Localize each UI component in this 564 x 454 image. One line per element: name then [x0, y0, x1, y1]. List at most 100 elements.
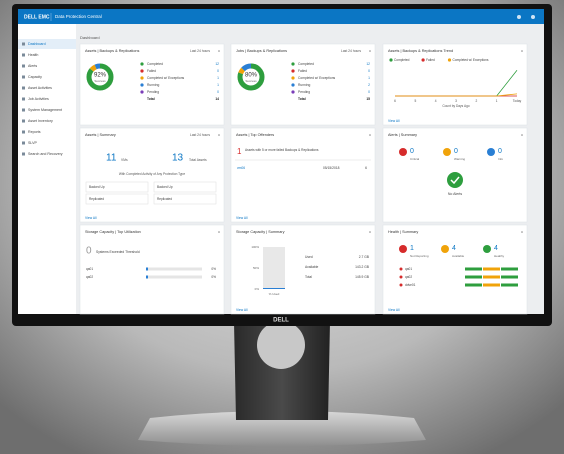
- nav-item[interactable]: Dashboard: [28, 42, 46, 46]
- asset-label: Total Assets: [189, 158, 207, 162]
- legend-dot: [140, 62, 144, 66]
- health-icon: [399, 245, 407, 253]
- usage-value: 0%: [211, 275, 216, 279]
- total-value: 14: [215, 97, 219, 101]
- alert-label: Warning: [454, 157, 465, 161]
- legend-value: 0: [368, 90, 370, 94]
- panel-menu[interactable]: [218, 231, 220, 233]
- nav-item[interactable]: Job Activities: [28, 97, 49, 101]
- threshold-count: 0: [86, 246, 92, 257]
- panel-title: Health | Summary: [388, 230, 418, 234]
- panel-menu[interactable]: [521, 231, 523, 233]
- offender-cell: 05/15/2018: [323, 166, 340, 170]
- summary-box: [85, 181, 149, 193]
- panel-menu[interactable]: [521, 50, 523, 52]
- panel-title: Assets | Top Offenders: [236, 133, 274, 137]
- legend-dot: [291, 69, 295, 73]
- nav-icon: [22, 42, 25, 46]
- nav-icon: [22, 97, 25, 101]
- breadcrumb: Dashboard: [80, 35, 100, 40]
- nav-item[interactable]: Asset Inventory: [28, 119, 53, 123]
- percent-label: Success: [94, 79, 106, 83]
- offender-count: 1: [237, 147, 242, 156]
- legend-dot: [140, 90, 144, 94]
- view-all-link[interactable]: View All: [236, 216, 248, 220]
- nav-icon: [22, 75, 25, 79]
- health-count: 1: [410, 245, 414, 252]
- capacity-value: 145.9 GB: [355, 275, 370, 279]
- view-all-link[interactable]: View All: [85, 216, 97, 220]
- user-icon[interactable]: [517, 15, 521, 19]
- nav-item[interactable]: Search and Recovery: [28, 152, 63, 156]
- legend-value: 12: [215, 62, 219, 66]
- legend-label: Completed w/ Exceptions: [298, 76, 336, 80]
- legend-dot: [421, 58, 425, 62]
- settings-icon[interactable]: [531, 15, 535, 19]
- vm-count: 11: [106, 153, 117, 164]
- ok-check: [450, 176, 460, 185]
- box-label: Backed Up: [89, 185, 105, 189]
- health-bar: [465, 267, 482, 271]
- alert-icon: [443, 148, 451, 156]
- panel: [230, 224, 376, 315]
- alert-label: Critical: [410, 157, 420, 161]
- note: With Completed Activity of Any Protectio…: [119, 172, 185, 176]
- trend-line: [395, 93, 518, 97]
- view-all-link[interactable]: View All: [236, 308, 248, 312]
- view-all-link[interactable]: View All: [388, 308, 400, 312]
- health-icon: [483, 245, 491, 253]
- legend-label: Pending: [147, 90, 159, 94]
- row-dot: [399, 275, 403, 279]
- nav-item[interactable]: Health: [28, 53, 38, 57]
- nav-icon: [22, 141, 25, 145]
- legend-dot: [140, 69, 144, 73]
- panel-menu[interactable]: [369, 231, 371, 233]
- nav-item[interactable]: Alerts: [28, 64, 37, 68]
- panel-menu[interactable]: [369, 50, 371, 52]
- nav-icon: [22, 119, 25, 123]
- panel-menu[interactable]: [369, 134, 371, 136]
- capacity-label: Total: [305, 275, 312, 279]
- stand-hole: [257, 321, 305, 369]
- health-bar: [501, 275, 518, 279]
- health-icon: [441, 245, 449, 253]
- panel-menu[interactable]: [521, 134, 523, 136]
- nav-item[interactable]: Capacity: [28, 75, 42, 79]
- usage-value: 0%: [211, 267, 216, 271]
- legend-dot: [291, 76, 295, 80]
- y-tick-label: 0%: [255, 287, 260, 291]
- nav-icon: [22, 152, 25, 156]
- percent-label: Success: [245, 79, 257, 83]
- health-count: 4: [494, 245, 498, 252]
- usage-track: [146, 267, 202, 271]
- panel-menu[interactable]: [218, 134, 220, 136]
- health-row: qa01: [405, 267, 412, 271]
- box-label: Replicated: [157, 197, 172, 201]
- donut-segment: [86, 63, 114, 91]
- legend-label: Pending: [298, 90, 310, 94]
- panel-menu[interactable]: [218, 50, 220, 52]
- offender-cell: vm06: [237, 166, 245, 170]
- legend-dot: [447, 58, 452, 62]
- offender-text: Assets with 5 or more failed Backups & R…: [245, 148, 319, 152]
- vm-label: VMs: [121, 158, 128, 162]
- view-all-link[interactable]: View All: [388, 119, 400, 123]
- ok-icon: [447, 172, 463, 188]
- nav-item[interactable]: Asset Activities: [28, 86, 52, 90]
- nav-icon: [22, 53, 25, 57]
- panel: [79, 127, 225, 223]
- health-label: Not Reporting: [410, 254, 429, 258]
- capacity-label: Used: [305, 255, 313, 259]
- nav-item[interactable]: Reports: [28, 130, 41, 134]
- capacity-value: 143.2 GB: [355, 265, 370, 269]
- period: Last 24 hours: [190, 49, 210, 53]
- sidebar-active: [18, 39, 76, 49]
- summary-box: [85, 193, 149, 205]
- nav-item[interactable]: SLVP: [28, 141, 38, 145]
- usage-fill: [146, 267, 148, 271]
- system-name: qa01: [86, 267, 93, 271]
- health-bar: [483, 267, 500, 271]
- nav-item[interactable]: System Management: [28, 108, 62, 112]
- legend-label: Failed: [147, 69, 156, 73]
